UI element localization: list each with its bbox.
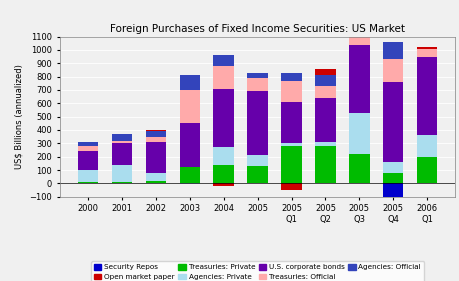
Bar [146, 173, 166, 181]
Bar [416, 47, 437, 49]
Bar [348, 19, 369, 45]
Bar [179, 183, 200, 184]
Bar [281, 183, 301, 190]
Bar [247, 91, 267, 155]
Legend: Security Repos, Open market paper, Treasuries: Private, Agencies: Private, U.S. : Security Repos, Open market paper, Treas… [91, 261, 423, 281]
Bar [213, 183, 233, 186]
Bar [314, 142, 335, 146]
Bar [78, 146, 98, 151]
Bar [146, 142, 166, 173]
Bar [281, 102, 301, 143]
Bar [314, 69, 335, 75]
Bar [348, 45, 369, 113]
Bar [247, 166, 267, 183]
Bar [416, 135, 437, 157]
Bar [382, 59, 403, 82]
Bar [112, 141, 132, 143]
Bar [112, 143, 132, 165]
Bar [213, 89, 233, 147]
Bar [314, 146, 335, 183]
Bar [112, 182, 132, 183]
Bar [213, 55, 233, 66]
Bar [382, 173, 403, 183]
Bar [78, 151, 98, 170]
Bar [281, 143, 301, 146]
Bar [382, 42, 403, 59]
Bar [146, 137, 166, 142]
Bar [348, 13, 369, 19]
Bar [213, 147, 233, 165]
Bar [247, 72, 267, 78]
Bar [112, 165, 132, 182]
Bar [416, 56, 437, 135]
Bar [179, 75, 200, 90]
Bar [382, 162, 403, 173]
Bar [179, 167, 200, 183]
Bar [213, 165, 233, 183]
Bar [78, 142, 98, 146]
Bar [247, 155, 267, 166]
Bar [382, 82, 403, 162]
Bar [78, 170, 98, 182]
Bar [179, 123, 200, 167]
Bar [382, 183, 403, 197]
Bar [247, 78, 267, 91]
Bar [416, 157, 437, 183]
Bar [348, 113, 369, 154]
Bar [314, 75, 335, 86]
Bar [314, 98, 335, 142]
Bar [281, 72, 301, 81]
Bar [146, 131, 166, 137]
Title: Foreign Purchases of Fixed Income Securities: US Market: Foreign Purchases of Fixed Income Securi… [110, 24, 404, 34]
Bar [348, 154, 369, 183]
Bar [179, 90, 200, 123]
Bar [281, 146, 301, 183]
Bar [146, 181, 166, 183]
Bar [146, 130, 166, 131]
Bar [314, 86, 335, 98]
Bar [213, 66, 233, 89]
Bar [112, 134, 132, 141]
Bar [416, 49, 437, 56]
Bar [78, 182, 98, 183]
Y-axis label: US$ Billions (annualized): US$ Billions (annualized) [15, 64, 24, 169]
Bar [281, 81, 301, 102]
